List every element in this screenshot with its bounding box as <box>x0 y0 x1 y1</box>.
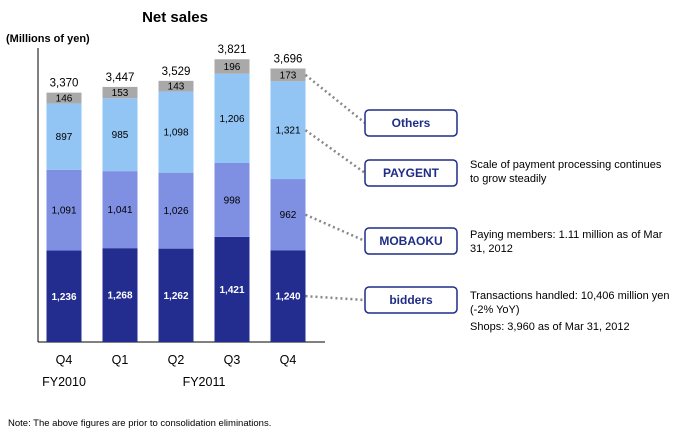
annotation-bidders-shops: Shops: 3,960 as of Mar 31, 2012 <box>470 321 630 333</box>
bar-paygent-3 <box>158 91 194 173</box>
x-tick-label-5: Q4 <box>280 353 297 367</box>
legend-label-mobaoku: MOBAOKU <box>379 234 442 248</box>
bar-paygent-5 <box>270 81 306 180</box>
bar-label-bidders-3: 1,262 <box>163 291 188 302</box>
bar-label-others-3: 143 <box>168 82 185 93</box>
connector-bidders <box>305 294 366 302</box>
x-tick-label-3: Q2 <box>168 353 185 367</box>
bar-label-mobaoku-2: 1,041 <box>107 205 132 216</box>
x-tick-label-1: Q4 <box>56 353 73 367</box>
bar-others-1 <box>46 92 82 104</box>
connectors-layer <box>304 73 366 302</box>
total-label-1: 3,370 <box>50 78 79 90</box>
bar-bidders-1 <box>46 250 82 342</box>
bar-label-mobaoku-5: 962 <box>280 210 297 221</box>
legend-boxes: Others PAYGENT MOBAOKU bidders <box>364 109 458 314</box>
legend-box-others <box>364 109 458 137</box>
bar-label-paygent-5: 1,321 <box>275 126 300 137</box>
bar-label-mobaoku-4: 998 <box>224 195 241 206</box>
bar-mobaoku-5 <box>270 179 306 251</box>
bar-mobaoku-1 <box>46 169 82 251</box>
bar-label-bidders-4: 1,421 <box>219 285 244 296</box>
x-group-label-fy2010: FY2010 <box>42 375 86 389</box>
bar-label-paygent-3: 1,098 <box>163 128 188 139</box>
bar-label-paygent-4: 1,206 <box>219 114 244 125</box>
bar-bidders-4 <box>214 236 250 342</box>
bar-label-mobaoku-3: 1,026 <box>163 206 188 217</box>
total-label-3: 3,529 <box>162 66 191 78</box>
annotation-paygent: Scale of payment processing continues to… <box>470 159 662 185</box>
bar-label-bidders-1: 1,236 <box>51 292 76 303</box>
bar-label-bidders-5: 1,240 <box>275 292 300 303</box>
bar-label-others-2: 153 <box>112 88 129 99</box>
bar-label-paygent-2: 985 <box>112 130 129 141</box>
legend-label-bidders: bidders <box>389 293 433 307</box>
bar-label-others-5: 173 <box>280 70 297 81</box>
bar-label-others-4: 196 <box>224 62 241 73</box>
total-label-4: 3,821 <box>218 44 247 56</box>
bar-label-others-1: 146 <box>56 94 73 105</box>
total-label-5: 3,696 <box>274 53 303 65</box>
chart-title: Net sales <box>142 9 208 26</box>
bar-label-paygent-1: 897 <box>56 132 73 143</box>
x-group-label-fy2011: FY2011 <box>183 375 226 389</box>
legend-label-paygent: PAYGENT <box>383 166 440 180</box>
bar-bidders-2 <box>102 248 138 342</box>
bar-bidders-3 <box>158 248 194 342</box>
bar-mobaoku-4 <box>214 162 250 237</box>
annotation-mobaoku: Paying members: 1.11 million as of Mar 3… <box>470 229 663 255</box>
legend-box-paygent <box>364 159 458 187</box>
annotation-bidders-transactions: Transactions handled: 10,406 million yen… <box>470 290 670 316</box>
bar-paygent-1 <box>46 103 82 170</box>
connector-mobaoku <box>304 213 366 243</box>
bar-label-bidders-2: 1,268 <box>107 291 132 302</box>
bar-mobaoku-2 <box>102 171 138 249</box>
footnote: Note: The above figures are prior to con… <box>8 418 272 429</box>
legend-box-mobaoku <box>364 227 458 255</box>
total-label-2: 3,447 <box>106 72 135 84</box>
bars-layer: 1,236 1,091 897 146 3,370 Q4 1,268 1,041 985 153 3… <box>42 44 306 389</box>
bar-paygent-4 <box>214 73 250 163</box>
legend-box-bidders <box>364 286 458 314</box>
y-axis-unit-label: (Millions of yen) <box>6 33 90 45</box>
connector-paygent <box>304 129 366 175</box>
bar-paygent-2 <box>102 98 138 172</box>
bar-others-2 <box>102 86 138 99</box>
x-tick-label-2: Q1 <box>112 353 129 367</box>
bar-label-mobaoku-1: 1,091 <box>51 206 76 217</box>
bar-others-3 <box>158 80 194 92</box>
legend-label-others: Others <box>392 116 431 130</box>
bar-mobaoku-3 <box>158 172 194 249</box>
connector-others <box>304 73 366 124</box>
x-tick-label-4: Q3 <box>224 353 241 367</box>
bar-others-4 <box>214 59 250 74</box>
bar-bidders-5 <box>270 250 306 342</box>
bar-others-5 <box>270 68 306 82</box>
